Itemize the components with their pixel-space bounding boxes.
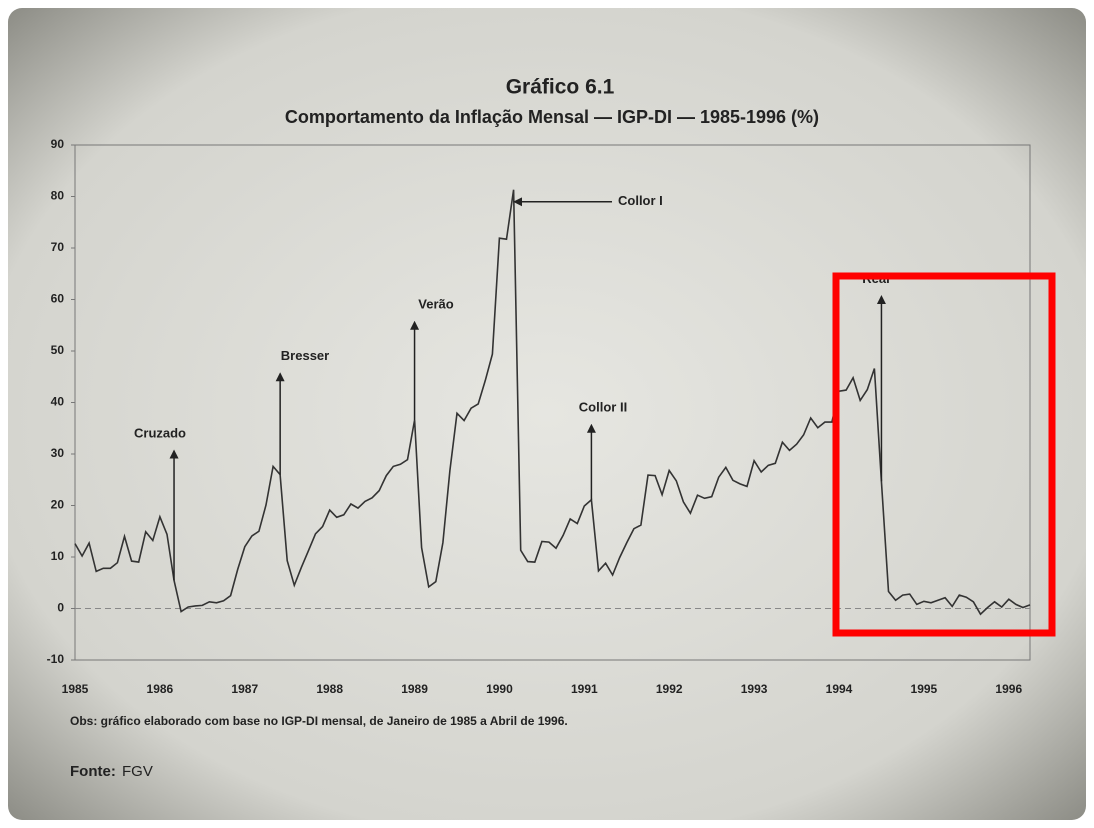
annotation: Cruzado	[134, 425, 186, 440]
y-tick-label: 20	[51, 498, 65, 512]
chart-title: Gráfico 6.1	[506, 76, 615, 99]
source-label: Fonte:	[70, 763, 116, 780]
chart-subtitle: Comportamento da Inflação Mensal — IGP-D…	[285, 107, 819, 127]
source: FGV	[122, 763, 153, 780]
y-tick-label: 90	[51, 137, 65, 151]
x-tick-label: 1986	[147, 682, 174, 696]
y-tick-label: 30	[51, 446, 65, 460]
annotation: Collor II	[579, 400, 627, 415]
x-tick-label: 1994	[826, 682, 853, 696]
y-tick-label: 80	[51, 189, 65, 203]
x-tick-label: 1988	[316, 682, 343, 696]
x-tick-label: 1989	[401, 682, 428, 696]
x-tick-label: 1995	[911, 682, 938, 696]
annotation: Collor I	[618, 193, 663, 208]
y-tick-label: 0	[57, 601, 64, 615]
y-tick-label: 50	[51, 343, 65, 357]
y-tick-label: 40	[51, 395, 65, 409]
plot: -10 0 10 20 30 40 50 60 70 80 90 1985 1986 1987 1988 19…	[47, 137, 1031, 696]
annotation: Verão	[418, 297, 453, 312]
line	[74, 189, 1031, 616]
x-tick-label: 1985	[62, 682, 89, 696]
x-tick-label: 1990	[486, 682, 513, 696]
y-tick-label: 60	[51, 292, 65, 306]
y-tick-label: 10	[51, 549, 65, 563]
y-tick-label: 70	[51, 240, 65, 254]
note: Obs: gráfico elaborado com base no IGP-D…	[70, 714, 568, 728]
paper	[8, 8, 1086, 820]
y-tick-label: -10	[47, 652, 65, 666]
x-tick-label: 1996	[995, 682, 1022, 696]
x-tick-label: 1987	[231, 682, 258, 696]
highlight-box	[832, 272, 1056, 637]
x-tick-label: 1993	[741, 682, 768, 696]
x-tick-label: 1992	[656, 682, 683, 696]
x-tick-label: 1991	[571, 682, 598, 696]
annotation: Bresser	[281, 348, 329, 363]
